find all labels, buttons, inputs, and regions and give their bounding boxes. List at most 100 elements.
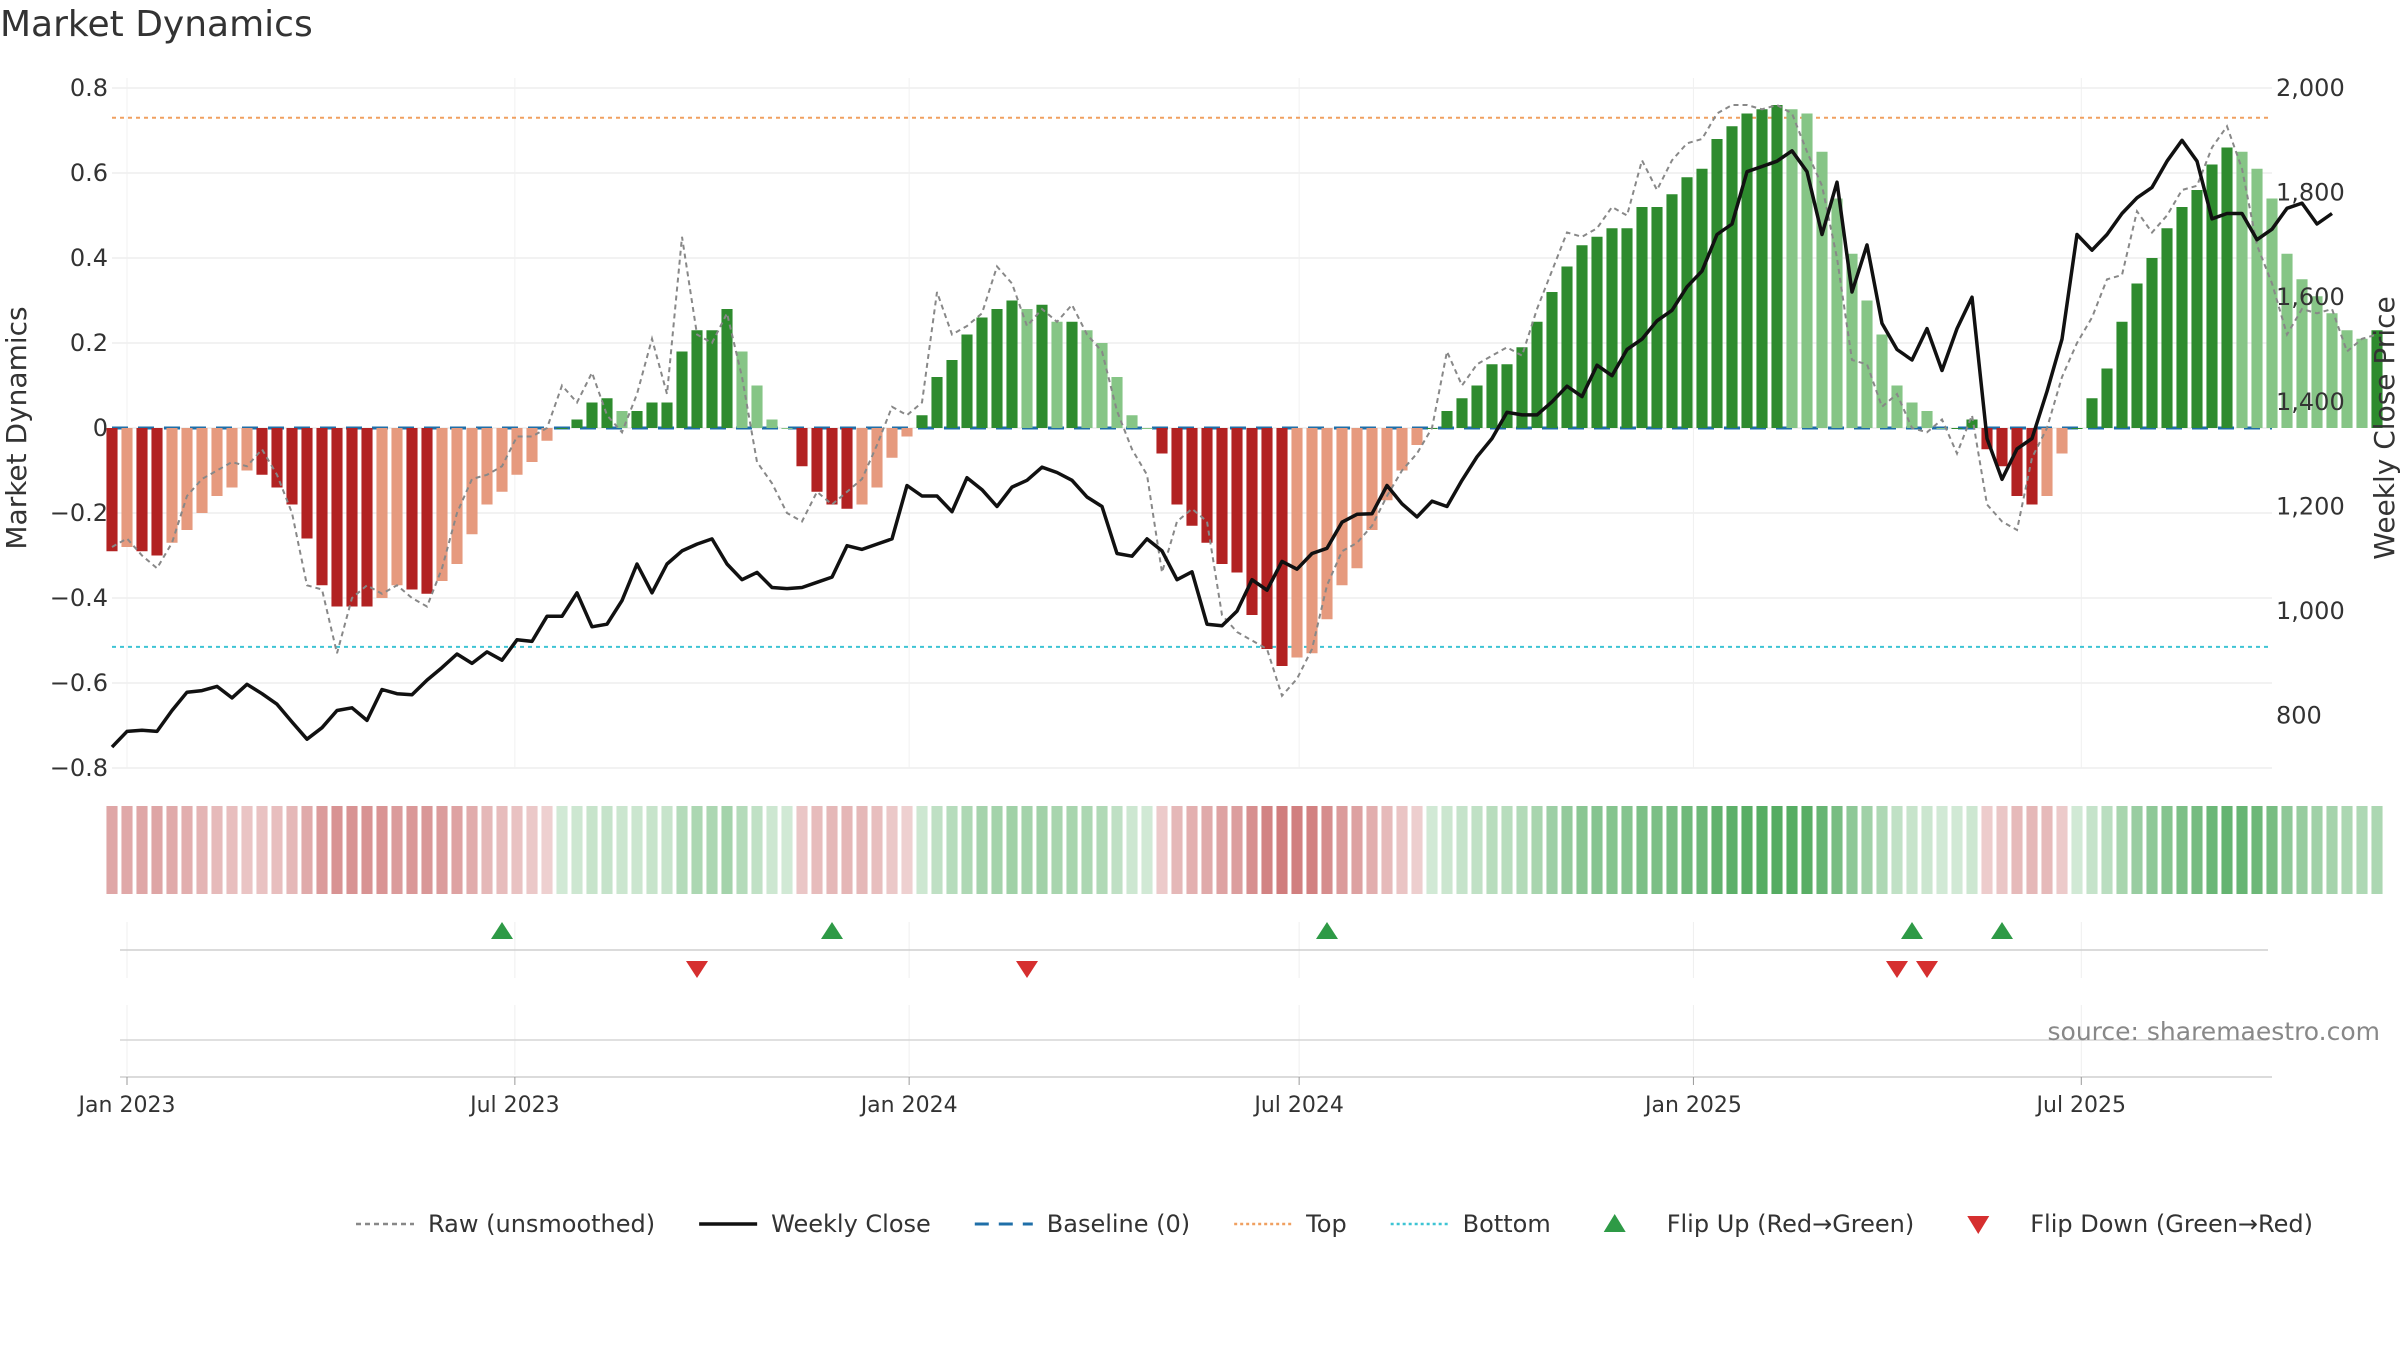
- dynamics-bar: [391, 428, 403, 586]
- regime-cell: [301, 806, 313, 894]
- flip-markers-panel: [120, 922, 2268, 978]
- regime-cell: [121, 806, 133, 894]
- dynamics-bar: [1186, 428, 1198, 526]
- dynamics-bar: [826, 428, 838, 505]
- dynamics-bar: [721, 309, 733, 428]
- dynamics-bar: [1111, 377, 1123, 428]
- regime-cell: [1516, 806, 1528, 894]
- regime-cell: [136, 806, 148, 894]
- y-tick-label: 0.4: [70, 244, 108, 272]
- regime-cell: [2221, 806, 2233, 894]
- dynamics-bar: [1651, 207, 1663, 428]
- regime-cell: [1261, 806, 1273, 894]
- regime-cell: [1396, 806, 1408, 894]
- dynamics-bar: [1306, 428, 1318, 654]
- dynamics-bar: [2326, 313, 2338, 428]
- regime-cell: [2161, 806, 2173, 894]
- dynamics-bar: [766, 419, 778, 428]
- regime-cell: [721, 806, 733, 894]
- regime-strip: [106, 806, 2383, 894]
- dynamics-bar: [1786, 109, 1798, 428]
- regime-cell: [436, 806, 448, 894]
- dynamics-bar: [736, 351, 748, 428]
- regime-cell: [1246, 806, 1258, 894]
- y-tick-label: 0.2: [70, 329, 108, 357]
- regime-cell: [1441, 806, 1453, 894]
- regime-cell: [361, 806, 373, 894]
- regime-cell: [1681, 806, 1693, 894]
- y2-tick-label: 800: [2276, 702, 2322, 730]
- dynamics-bar: [106, 428, 118, 552]
- dynamics-bar: [676, 351, 688, 428]
- legend-item: Top: [1234, 1210, 1347, 1238]
- dynamics-bar: [1726, 126, 1738, 428]
- dynamics-bar: [151, 428, 163, 556]
- regime-cell: [826, 806, 838, 894]
- dynamics-bar: [2191, 190, 2203, 428]
- dynamics-bar: [1201, 428, 1213, 543]
- y-tick-label: 0.8: [70, 74, 108, 102]
- regime-cell: [706, 806, 718, 894]
- regime-cell: [946, 806, 958, 894]
- dynamics-bar: [1171, 428, 1183, 505]
- regime-cell: [931, 806, 943, 894]
- regime-cell: [451, 806, 463, 894]
- regime-cell: [181, 806, 193, 894]
- dynamics-bar: [1321, 428, 1333, 620]
- regime-cell: [331, 806, 343, 894]
- right-axis-title: Weekly Close Price: [2368, 296, 2400, 559]
- dynamics-bar: [286, 428, 298, 505]
- regime-cell: [601, 806, 613, 894]
- dynamics-bar: [2116, 321, 2128, 428]
- legend-item: Weekly Close: [699, 1210, 931, 1238]
- regime-cell: [346, 806, 358, 894]
- regime-cell: [1921, 806, 1933, 894]
- dynamics-bar: [2071, 428, 2083, 429]
- dynamics-bar: [1006, 300, 1018, 428]
- dynamics-bar: [1471, 385, 1483, 428]
- dynamics-bar: [646, 402, 658, 428]
- regime-cell: [2101, 806, 2113, 894]
- dynamics-bar: [1081, 330, 1093, 428]
- dynamics-bar: [496, 428, 508, 492]
- dynamics-bar: [1861, 300, 1873, 428]
- dynamics-bar: [571, 419, 583, 428]
- dynamics-bar: [1771, 105, 1783, 428]
- y-tick-label: 0: [93, 414, 108, 442]
- legend-item: Bottom: [1390, 1210, 1551, 1238]
- regime-cell: [211, 806, 223, 894]
- regime-cell: [1651, 806, 1663, 894]
- regime-cell: [1711, 806, 1723, 894]
- regime-cell: [1771, 806, 1783, 894]
- regime-cell: [286, 806, 298, 894]
- regime-cell: [1096, 806, 1108, 894]
- source-credit: source: sharemaestro.com: [2048, 1017, 2381, 1046]
- dynamics-bar: [1156, 428, 1168, 454]
- dynamics-bar: [991, 309, 1003, 428]
- dynamics-bar: [2026, 428, 2038, 505]
- regime-cell: [1951, 806, 1963, 894]
- grid-lines: [112, 78, 2272, 769]
- regime-cell: [1786, 806, 1798, 894]
- dynamics-bar: [1546, 292, 1558, 428]
- regime-cell: [1456, 806, 1468, 894]
- dynamics-bar: [1021, 309, 1033, 428]
- dynamics-bar: [2341, 330, 2353, 428]
- regime-cell: [1336, 806, 1348, 894]
- dynamics-bar: [2236, 151, 2248, 428]
- dynamics-bar: [2131, 283, 2143, 428]
- dynamics-bar: [1696, 168, 1708, 428]
- regime-cell: [1801, 806, 1813, 894]
- regime-cell: [2296, 806, 2308, 894]
- regime-cell: [976, 806, 988, 894]
- regime-cell: [1741, 806, 1753, 894]
- regime-cell: [1126, 806, 1138, 894]
- dynamics-bar: [436, 428, 448, 581]
- regime-cell: [2281, 806, 2293, 894]
- dynamics-bar: [556, 428, 568, 429]
- dynamics-bar: [1576, 245, 1588, 428]
- regime-cell: [196, 806, 208, 894]
- regime-cell: [661, 806, 673, 894]
- dynamics-bar: [1066, 321, 1078, 428]
- regime-cell: [616, 806, 628, 894]
